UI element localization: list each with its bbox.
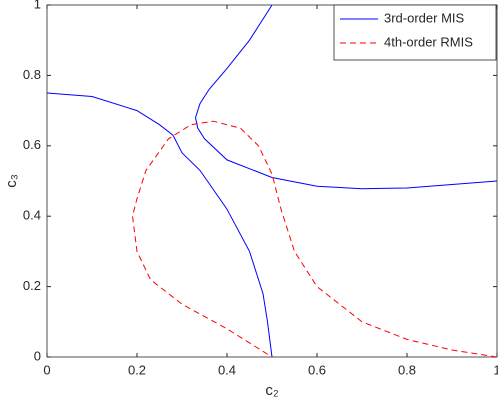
legend-label: 3rd-order MIS xyxy=(384,10,465,25)
plot-box xyxy=(46,4,498,358)
series-line xyxy=(46,4,498,358)
x-tick-label: 0.6 xyxy=(308,362,326,377)
legend-label: 4th-order RMIS xyxy=(384,34,473,49)
y-axis-label: c₃ xyxy=(3,174,20,188)
x-tick-label: 0.8 xyxy=(398,362,416,377)
x-tick-label: 1 xyxy=(493,362,498,377)
x-tick-label: 0.2 xyxy=(128,362,146,377)
y-tick-label: 0.4 xyxy=(23,208,41,223)
y-tick-label: 1 xyxy=(34,0,41,11)
y-tick-label: 0.2 xyxy=(23,278,41,293)
y-tick-label: 0.8 xyxy=(23,67,41,82)
legend-box xyxy=(333,4,497,61)
x-tick-label: 0 xyxy=(43,362,50,377)
y-tick-label: 0.6 xyxy=(23,137,41,152)
x-tick-label: 0.4 xyxy=(218,362,236,377)
x-axis-label: c₂ xyxy=(265,382,279,399)
y-tick-label: 0 xyxy=(34,348,41,363)
series-line xyxy=(131,120,498,358)
